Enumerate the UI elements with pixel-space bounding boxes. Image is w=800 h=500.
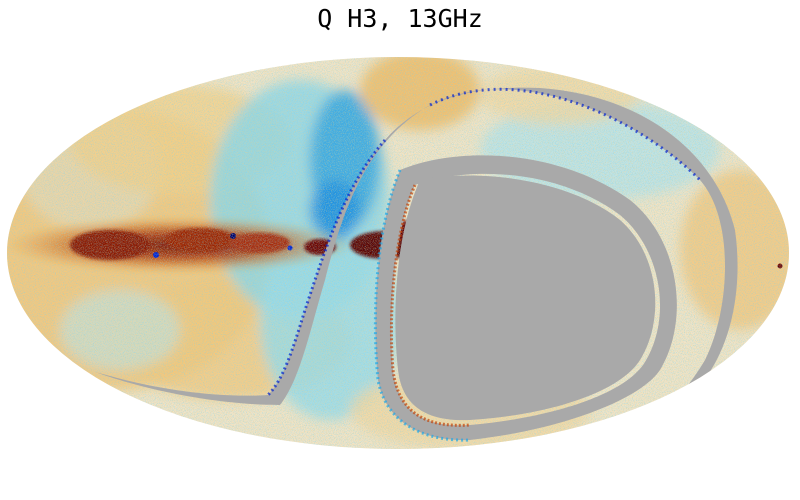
map-title: Q H3, 13GHz bbox=[317, 4, 483, 33]
mask-edge-noise bbox=[266, 87, 702, 442]
masked-region bbox=[95, 87, 738, 441]
map-data-layer bbox=[7, 57, 789, 449]
